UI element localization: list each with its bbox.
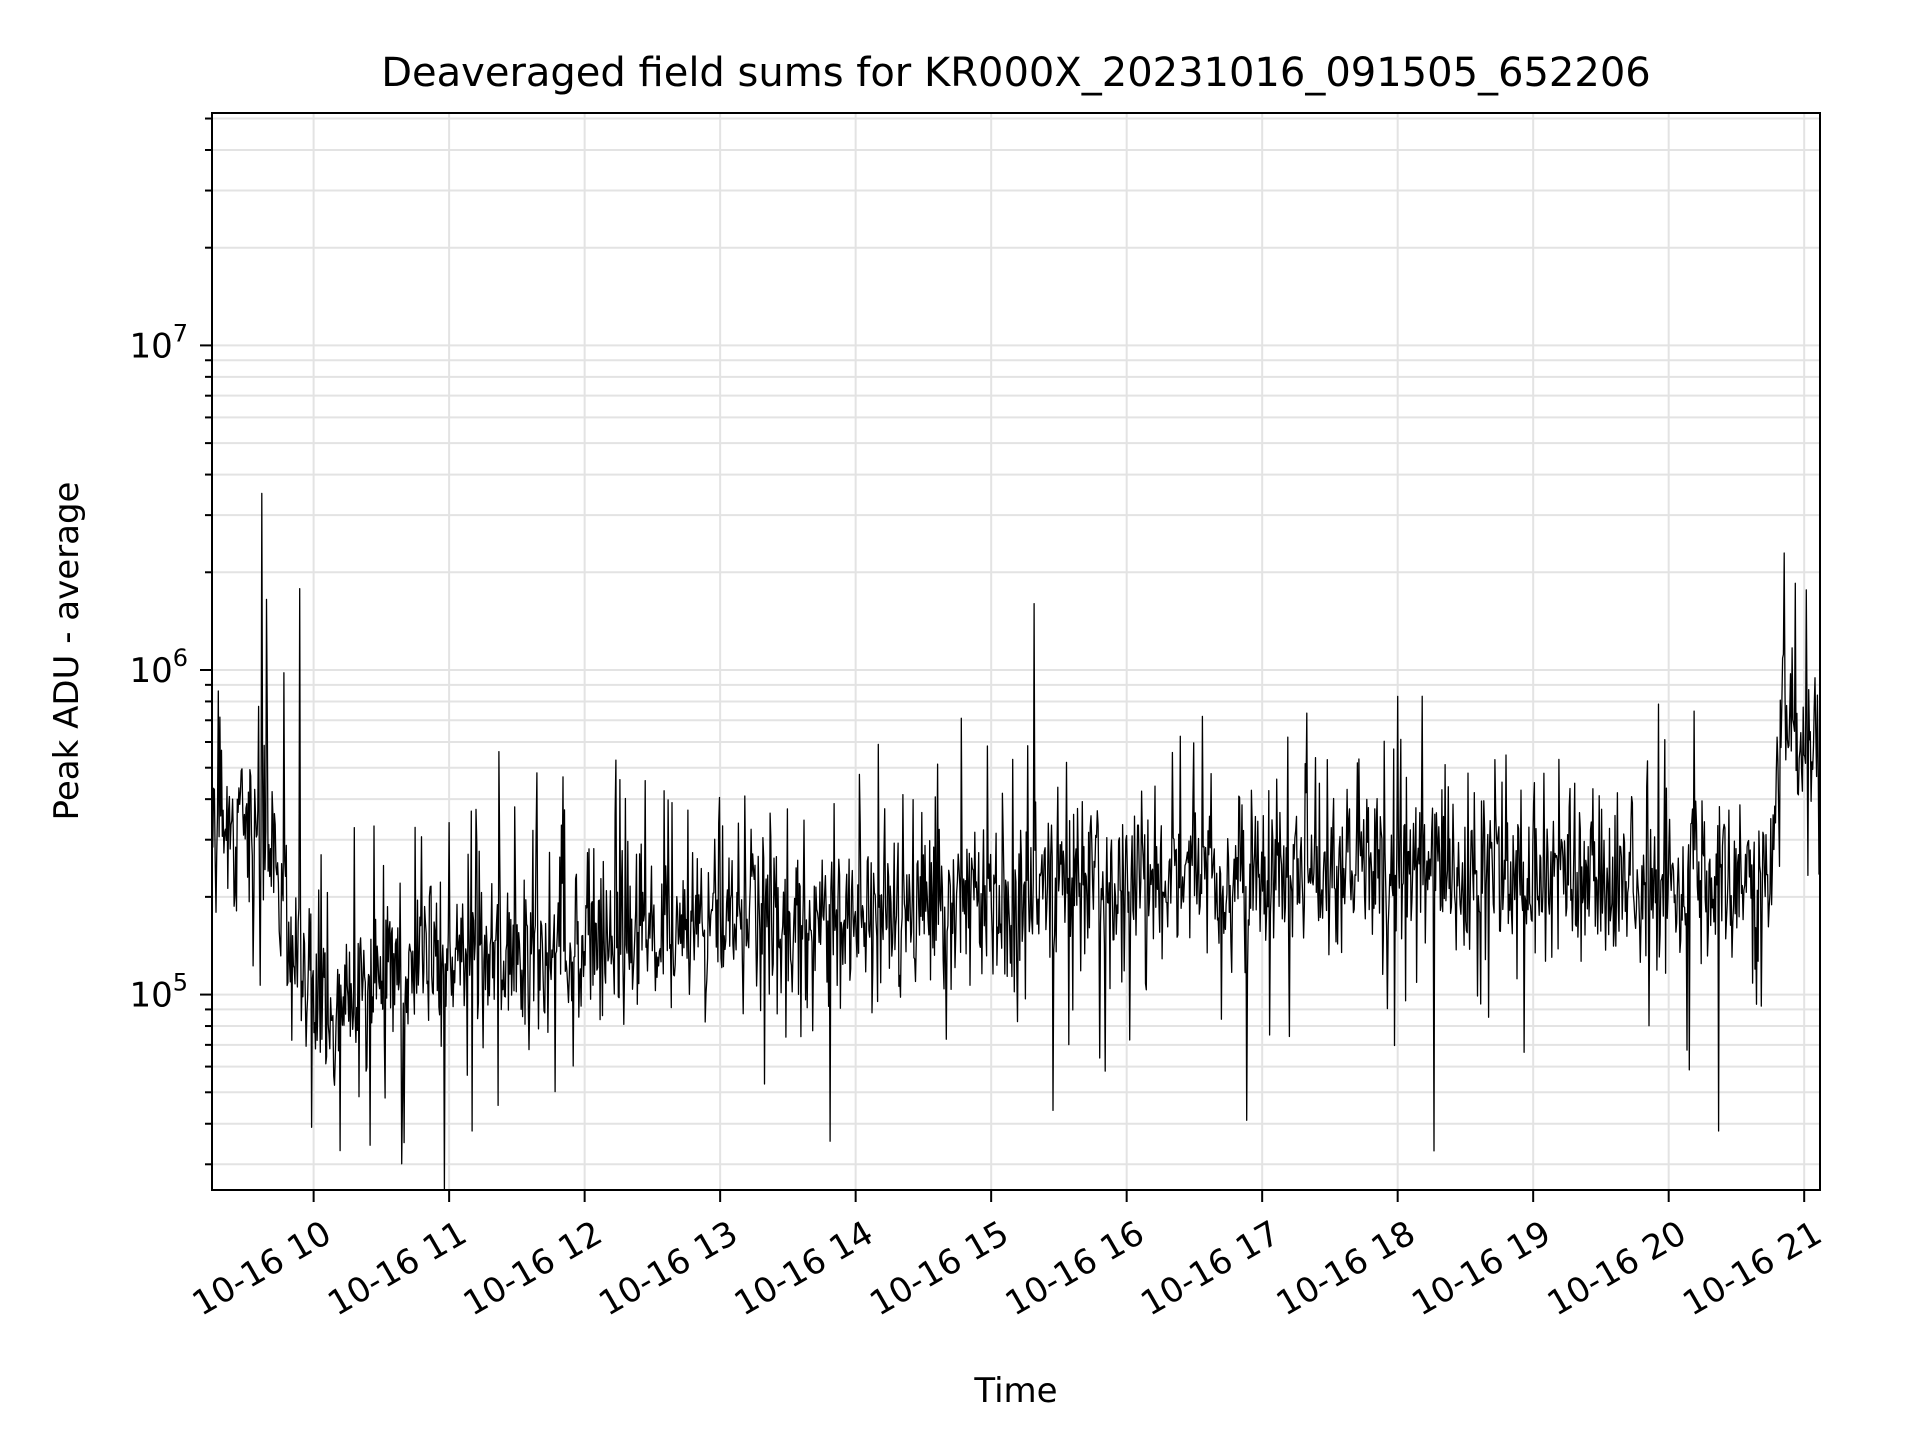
y-axis-label: Peak ADU - average: [47, 482, 87, 821]
axis-ticks: [200, 117, 1806, 1202]
series-line: [211, 492, 1821, 1191]
grid-lines: [212, 113, 1820, 1190]
plot-area-frame: [211, 112, 1821, 1191]
y-tick-labels: 105 106 107: [129, 319, 188, 1015]
x-axis-label: Time: [973, 1371, 1057, 1411]
chart-title: Deaveraged field sums for KR000X_2023101…: [381, 50, 1650, 96]
y-tick-label: 106: [129, 644, 188, 691]
y-tick-label: 107: [129, 319, 188, 366]
y-tick-label: 105: [129, 969, 188, 1016]
